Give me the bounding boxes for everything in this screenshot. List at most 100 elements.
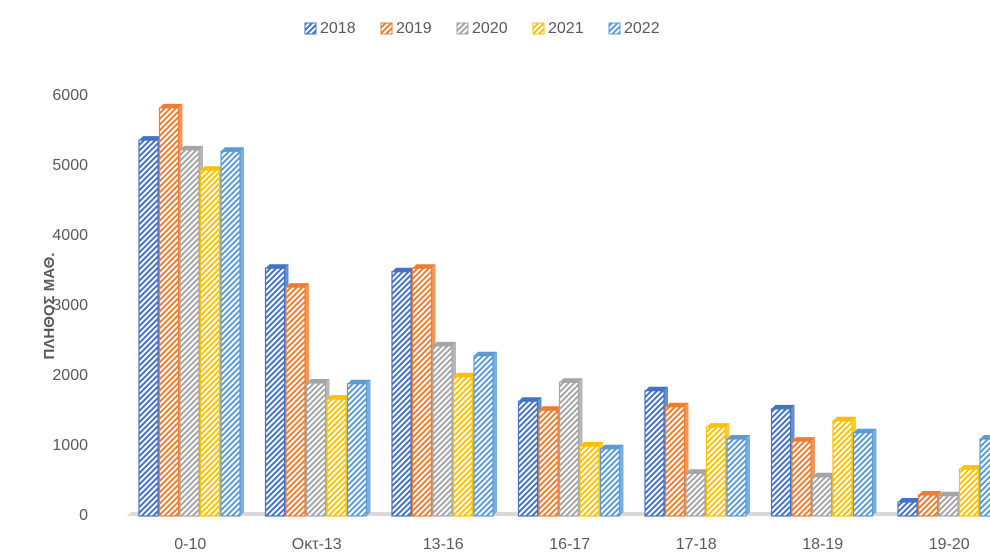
bar bbox=[285, 286, 306, 517]
bar-top bbox=[412, 264, 436, 269]
bar bbox=[685, 472, 706, 517]
bar bbox=[158, 107, 180, 517]
legend-label: 2020 bbox=[472, 20, 508, 37]
bar-top bbox=[833, 416, 856, 421]
bar-top bbox=[918, 491, 942, 495]
bar bbox=[897, 501, 918, 517]
y-axis-label: ΠΛΗΘΟΣ ΜΑΘ. bbox=[41, 253, 58, 360]
bar-top bbox=[853, 428, 877, 433]
bar bbox=[958, 468, 980, 517]
bar-top bbox=[686, 469, 709, 474]
bar bbox=[264, 267, 286, 517]
legend-label: 2022 bbox=[624, 20, 660, 37]
bar-top bbox=[812, 472, 836, 477]
legend-label: 2018 bbox=[320, 20, 356, 37]
x-tick-label: Οκτ-13 bbox=[292, 536, 342, 553]
bar-top bbox=[159, 103, 183, 108]
bar bbox=[938, 495, 959, 517]
bar bbox=[326, 398, 347, 517]
bar-top bbox=[518, 397, 542, 402]
bar-top bbox=[539, 406, 562, 411]
legend-label: 2021 bbox=[548, 20, 584, 37]
y-tick-label: 5000 bbox=[52, 157, 88, 174]
bar-top bbox=[771, 404, 795, 409]
bar bbox=[432, 345, 453, 517]
y-tick-label: 6000 bbox=[52, 87, 88, 104]
y-tick-label: 0 bbox=[79, 507, 88, 524]
y-tick-label: 1000 bbox=[52, 437, 88, 454]
bar bbox=[538, 409, 559, 517]
bar-top bbox=[706, 423, 730, 428]
bar-top bbox=[392, 267, 415, 272]
legend-swatch bbox=[532, 22, 545, 35]
bar-side bbox=[872, 428, 877, 516]
x-tick-label: 16-17 bbox=[549, 536, 590, 553]
legend-swatch bbox=[456, 22, 469, 35]
bar bbox=[852, 432, 874, 517]
bar-top bbox=[939, 491, 962, 496]
y-tick-label: 3000 bbox=[52, 297, 88, 314]
y-tick-label: 4000 bbox=[52, 227, 88, 244]
bar bbox=[979, 438, 990, 517]
bar bbox=[346, 383, 368, 517]
bar-side bbox=[619, 444, 624, 516]
bar-top bbox=[474, 351, 497, 356]
bar bbox=[517, 400, 539, 517]
x-tick-label: 13-16 bbox=[423, 536, 464, 553]
bar-top bbox=[792, 437, 815, 442]
bar-top bbox=[265, 264, 289, 269]
bar-top bbox=[221, 147, 244, 152]
bar bbox=[832, 420, 853, 517]
bar-top bbox=[306, 379, 330, 383]
bar bbox=[179, 149, 200, 517]
bar-side bbox=[493, 351, 497, 516]
bar bbox=[138, 139, 159, 517]
bar-top bbox=[200, 166, 224, 171]
bar-top bbox=[180, 145, 203, 150]
legend-swatch bbox=[304, 22, 317, 35]
bar-side bbox=[240, 147, 244, 517]
bar bbox=[811, 476, 833, 517]
bar bbox=[391, 271, 412, 517]
bar-top bbox=[286, 283, 309, 288]
bar bbox=[305, 382, 327, 517]
bar-top bbox=[645, 386, 668, 391]
bar-top bbox=[665, 402, 689, 407]
bar-top bbox=[559, 378, 583, 383]
bar bbox=[411, 267, 433, 517]
bar-top bbox=[898, 498, 921, 502]
bar-top bbox=[600, 444, 624, 449]
bar bbox=[452, 376, 474, 517]
x-tick-label: 19-20 bbox=[929, 536, 970, 553]
bar-top bbox=[980, 435, 990, 439]
bar-top bbox=[959, 465, 983, 470]
bar-top bbox=[347, 379, 371, 384]
bar bbox=[599, 448, 621, 517]
bar-top bbox=[139, 136, 162, 141]
bar bbox=[726, 438, 747, 517]
x-tick-label: 18-19 bbox=[802, 536, 843, 553]
bar bbox=[791, 440, 812, 517]
bar bbox=[705, 426, 727, 517]
bar bbox=[220, 150, 241, 517]
bar-side bbox=[746, 435, 750, 516]
legend-swatch bbox=[380, 22, 393, 35]
bar bbox=[473, 355, 494, 517]
bar bbox=[644, 390, 665, 517]
bar-top bbox=[327, 395, 350, 400]
bar-top bbox=[453, 372, 477, 377]
bar bbox=[917, 494, 939, 517]
x-tick-label: 17-18 bbox=[676, 536, 717, 553]
bar bbox=[199, 169, 221, 517]
bar bbox=[579, 445, 600, 517]
legend-swatch bbox=[608, 22, 621, 35]
bar-top bbox=[727, 435, 750, 439]
x-tick-label: 0-10 bbox=[174, 536, 206, 553]
bar bbox=[664, 406, 686, 517]
bar-top bbox=[580, 442, 603, 446]
bar bbox=[770, 408, 792, 517]
bar bbox=[558, 381, 580, 517]
bar-side bbox=[366, 379, 371, 516]
legend-label: 2019 bbox=[396, 20, 432, 37]
